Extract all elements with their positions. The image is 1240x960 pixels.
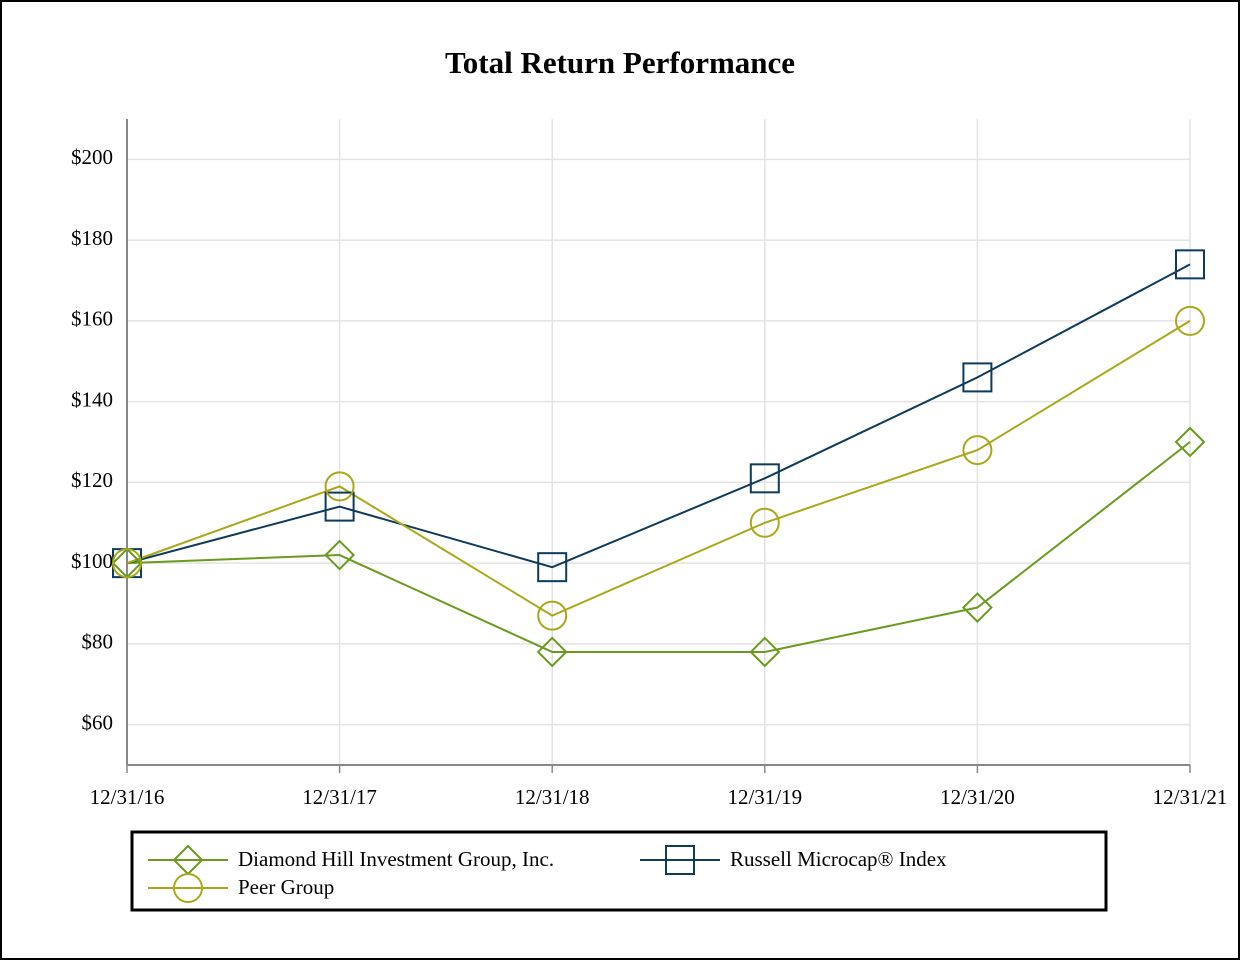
x-tick-label: 12/31/20 — [940, 785, 1015, 809]
marker — [962, 362, 993, 393]
marker — [749, 636, 781, 668]
y-tick-label: $80 — [82, 630, 114, 654]
marker — [173, 873, 203, 903]
x-tick-label: 12/31/18 — [515, 785, 590, 809]
series-line — [126, 320, 1191, 617]
marker — [665, 845, 695, 875]
marker — [324, 539, 356, 571]
marker — [1174, 426, 1206, 458]
marker — [537, 552, 568, 583]
y-tick-label: $140 — [71, 387, 113, 411]
x-tick-label: 12/31/17 — [302, 785, 377, 809]
legend-box — [130, 830, 1108, 912]
marker — [749, 507, 780, 538]
marker — [962, 435, 993, 466]
x-tick-label: 12/31/16 — [90, 785, 165, 809]
y-tick-label: $160 — [71, 307, 113, 331]
y-tick-label: $100 — [71, 549, 113, 573]
y-tick-label: $200 — [71, 145, 113, 169]
series-line — [126, 263, 1191, 569]
marker — [961, 592, 993, 623]
y-tick-label: $120 — [71, 468, 113, 492]
marker — [324, 491, 355, 522]
y-tick-label: $180 — [71, 226, 113, 250]
marker — [1175, 249, 1205, 280]
marker — [749, 463, 780, 494]
marker — [1175, 305, 1205, 336]
marker — [112, 548, 142, 579]
legend-label: Peer Group — [238, 875, 334, 899]
marker — [324, 471, 355, 502]
marker — [537, 600, 568, 631]
x-tick-label: 12/31/19 — [727, 785, 802, 809]
chart-title: Total Return Performance — [445, 45, 795, 80]
legend-label: Russell Microcap® Index — [730, 847, 947, 871]
series-line — [126, 441, 1191, 653]
y-tick-label: $60 — [82, 710, 114, 734]
legend-label: Diamond Hill Investment Group, Inc. — [238, 847, 554, 871]
x-tick-label: 12/31/21 — [1153, 785, 1228, 809]
marker — [536, 636, 568, 668]
